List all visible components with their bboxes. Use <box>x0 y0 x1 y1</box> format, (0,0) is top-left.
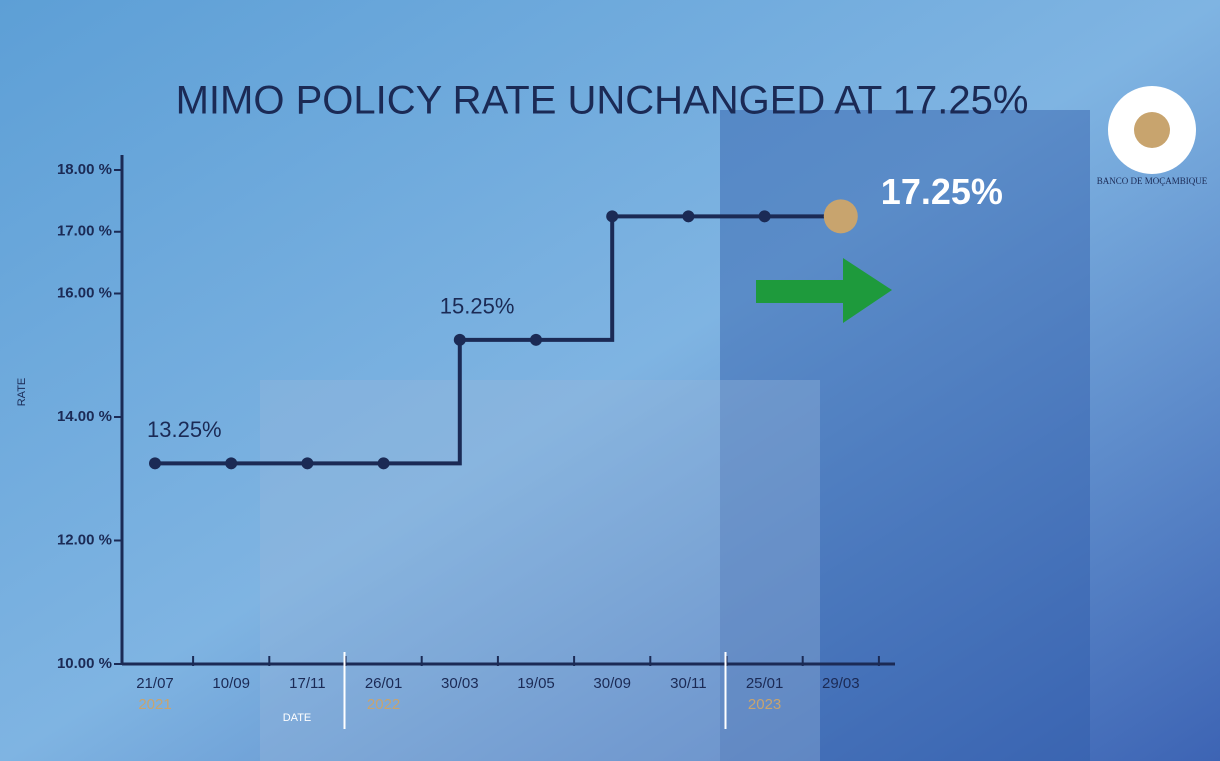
x-tick-label: 30/09 <box>593 675 631 692</box>
current-rate-marker <box>823 199 858 234</box>
x-tick-label: 10/09 <box>212 675 250 692</box>
point <box>377 457 390 470</box>
current-rate-label: 17.25% <box>881 171 1003 212</box>
x-tick-label: 19/05 <box>517 675 555 692</box>
y-tick-label: 16.00 % <box>57 284 112 301</box>
x-axis-label: DATE <box>283 712 312 724</box>
building <box>720 110 1090 761</box>
x-tick-label: 26/01 <box>365 675 403 692</box>
arrow <box>756 258 892 323</box>
x-tick-label: 30/03 <box>441 675 479 692</box>
point <box>682 210 695 223</box>
point <box>758 210 771 223</box>
building <box>260 380 820 761</box>
value-label: 13.25% <box>147 417 222 442</box>
x-tick-label: 30/11 <box>670 675 706 692</box>
logo-text: BANCO DE MOÇAMBIQUE <box>1097 176 1208 186</box>
line <box>155 214 841 466</box>
year-label: 2022 <box>367 696 400 713</box>
year-label: 2023 <box>748 696 781 713</box>
point <box>225 457 238 470</box>
logo-emblem <box>1134 112 1170 148</box>
point <box>530 333 542 346</box>
year-label: 2021 <box>138 696 171 713</box>
x-tick-label: 21/07 <box>136 675 174 692</box>
x-tick-label: 29/03 <box>822 675 860 692</box>
point <box>301 457 314 470</box>
x-tick-label: 17/11 <box>289 675 325 692</box>
point <box>606 210 619 223</box>
y-tick-label: 10.00 % <box>57 655 112 672</box>
y-axis-label: RATE <box>16 378 28 407</box>
y-tick-label: 18.00 % <box>57 161 112 178</box>
x-tick-label: 25/01 <box>746 675 784 692</box>
chart-title: MIMO POLICY RATE UNCHANGED AT 17.25% <box>176 79 1029 123</box>
y-tick-label: 12.00 % <box>57 531 112 548</box>
point <box>453 333 466 346</box>
value-label: 15.25% <box>440 294 515 319</box>
y-tick-label: 14.00 % <box>57 408 112 425</box>
point <box>149 457 161 470</box>
y-tick-label: 17.00 % <box>57 223 112 240</box>
